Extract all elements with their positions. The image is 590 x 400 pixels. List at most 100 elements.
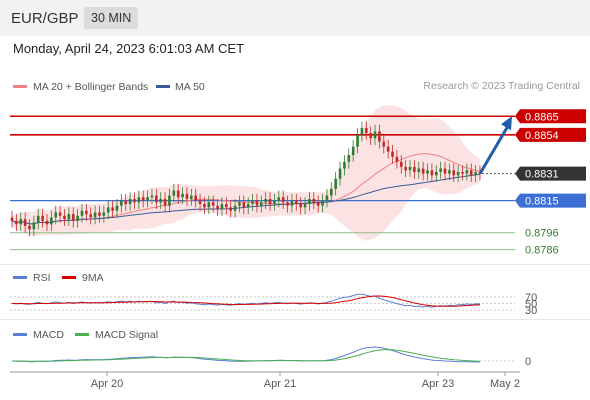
- macd-signal-line: [12, 349, 481, 362]
- candle-body: [308, 198, 311, 204]
- candle-body: [141, 197, 145, 201]
- candle-body: [343, 161, 346, 169]
- support-label: 0.8815: [525, 196, 559, 208]
- candle-body: [102, 212, 106, 216]
- candle-body: [391, 151, 394, 157]
- instrument-title: EUR/GBP: [11, 10, 79, 27]
- x-tick-label: Apr 23: [422, 378, 454, 390]
- candle-body: [312, 198, 316, 203]
- candle-body: [334, 178, 337, 189]
- candle-body: [159, 198, 163, 203]
- resistance-label-bg: [515, 127, 586, 142]
- candle-body: [255, 200, 259, 206]
- candle-body: [163, 198, 167, 206]
- candle-body: [176, 190, 180, 198]
- timeframe-badge[interactable]: 30 MIN: [84, 7, 139, 29]
- macd-signal-legend: MACD Signal: [95, 329, 159, 341]
- target-projection: [478, 116, 512, 175]
- candle-body: [378, 131, 381, 142]
- candle-body: [260, 202, 263, 206]
- candle-body: [216, 205, 219, 210]
- candle-body: [338, 168, 342, 179]
- candle-body: [225, 204, 228, 208]
- x-tick-label: Apr 20: [91, 378, 123, 390]
- candle-body: [299, 204, 302, 208]
- target-arrow-head: [501, 116, 512, 131]
- rsi-swatch: [13, 276, 27, 279]
- candle-body: [67, 214, 71, 220]
- candle-body: [32, 222, 36, 230]
- candle-body: [207, 202, 211, 208]
- bollinger-band: [12, 105, 480, 241]
- candle-body: [28, 225, 31, 230]
- candle-body: [198, 200, 202, 204]
- ma20-swatch: [13, 85, 27, 88]
- candle-body: [303, 204, 307, 208]
- rsi-line: [11, 293, 481, 308]
- candle-body: [277, 197, 281, 201]
- rsi-ma-line: [11, 295, 481, 307]
- candle-body: [19, 219, 23, 225]
- candle-body: [469, 170, 473, 176]
- credit-text: Research © 2023 Trading Central: [423, 80, 580, 92]
- candle-body: [85, 210, 88, 215]
- candle-body: [10, 217, 14, 221]
- level-labels: 0.8865 0.8854 0.8831 0.8815 0.8796 0.8786: [515, 109, 586, 257]
- rsi-tick-label: 30: [525, 305, 537, 317]
- candle-body: [347, 155, 351, 162]
- macd-tick-label: 0: [525, 356, 531, 368]
- candle-body: [137, 197, 141, 203]
- candle-body: [120, 200, 123, 206]
- target-arrow-line: [478, 123, 511, 175]
- candle-body: [268, 198, 272, 204]
- candle-body: [115, 205, 119, 211]
- candle-body: [45, 220, 49, 225]
- rsi-ma-swatch: [62, 276, 76, 279]
- candle-body: [229, 207, 232, 211]
- macd-panel: 0: [11, 346, 531, 368]
- candle-body: [233, 205, 237, 211]
- candle-body: [106, 207, 110, 213]
- x-tick-label: May 2: [490, 378, 520, 390]
- x-axis: Apr 20 Apr 21 Apr 23 May 2: [10, 371, 520, 390]
- candle-body: [36, 215, 40, 223]
- candle-body: [172, 190, 176, 196]
- candle-body: [413, 166, 416, 172]
- level-lines: [10, 115, 515, 251]
- candle-body: [434, 171, 438, 176]
- candle-body: [286, 202, 289, 206]
- candle-body: [190, 195, 193, 199]
- top-bar: EUR/GBP 30 MIN: [0, 0, 590, 36]
- candle-body: [273, 200, 276, 204]
- candle-body: [364, 128, 368, 134]
- candle-body: [146, 197, 149, 201]
- x-tick-label: Apr 21: [264, 378, 296, 390]
- candle-body: [369, 133, 372, 139]
- candle-body: [290, 200, 294, 206]
- rsi-tick-label: 50: [525, 299, 537, 311]
- candle-body: [351, 146, 355, 156]
- candle-body: [238, 202, 241, 206]
- candle-body: [264, 198, 267, 203]
- macd-divider: [0, 319, 590, 320]
- candle-body: [155, 195, 158, 203]
- candle-body: [220, 204, 224, 210]
- candle-body: [89, 214, 93, 218]
- macd-line: [11, 346, 480, 363]
- candle-body: [150, 195, 154, 198]
- support-label-bg: [515, 193, 586, 208]
- candle-body: [124, 200, 128, 204]
- candle-body: [133, 198, 136, 203]
- candle-body: [456, 171, 460, 176]
- candle-body: [399, 161, 403, 167]
- candle-body: [111, 207, 114, 211]
- candle-body: [98, 212, 101, 216]
- candle-body: [382, 141, 386, 147]
- last-price-label: 0.8831: [525, 169, 559, 181]
- candle-body: [373, 131, 377, 139]
- candle-body: [294, 200, 298, 204]
- macd-swatch: [13, 333, 27, 336]
- candle-body: [41, 215, 44, 221]
- candle-body: [356, 134, 359, 147]
